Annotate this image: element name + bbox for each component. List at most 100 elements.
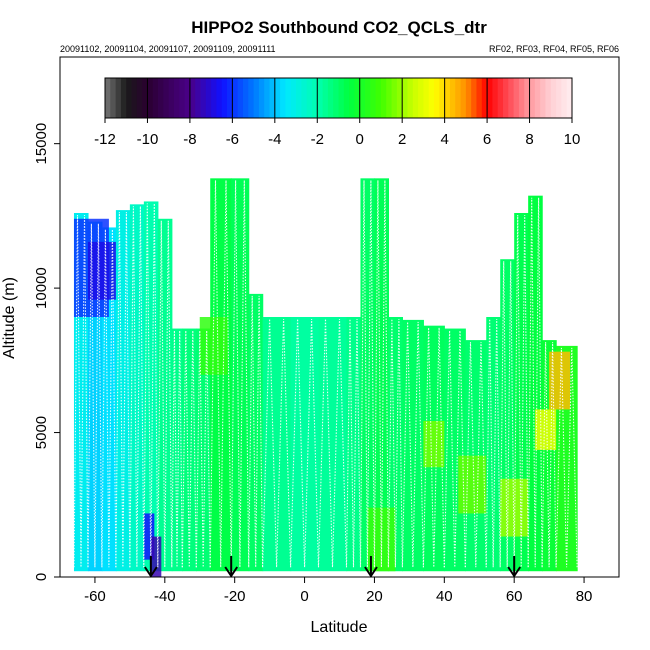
colorbar-segment: [317, 78, 323, 118]
colorbar-segment: [365, 78, 371, 118]
colorbar-segment: [333, 78, 339, 118]
colorbar-segment: [444, 78, 451, 118]
y-tick-label: 15000: [33, 123, 50, 165]
colorbar-segment: [105, 78, 111, 118]
flight-track: [345, 318, 362, 568]
colorbar-segment: [327, 78, 334, 118]
colorbar-segment: [147, 78, 154, 118]
profile-column: [486, 317, 501, 572]
colorbar-segment: [322, 78, 329, 118]
colorbar-segment: [126, 78, 132, 118]
anomaly-cell: [549, 351, 571, 410]
colorbar-tick-label: -8: [183, 131, 196, 148]
colorbar-segment: [131, 78, 138, 118]
flight-track: [101, 229, 117, 568]
profile-column: [171, 328, 183, 572]
profile-column: [346, 317, 362, 572]
colorbar-segment: [200, 78, 207, 118]
colorbar-segment: [375, 78, 382, 118]
flight-marker-head: [507, 566, 522, 578]
flight-track: [513, 214, 529, 568]
anomaly-cell: [423, 421, 445, 468]
colorbar-segment: [428, 78, 435, 118]
profile-column: [129, 204, 145, 572]
colorbar-segment: [476, 78, 483, 118]
colorbar-segment: [418, 78, 424, 118]
colorbar-segment: [290, 78, 297, 118]
colorbar-segment: [423, 78, 430, 118]
colorbar-segment: [110, 78, 117, 118]
colorbar-segment: [264, 78, 270, 118]
colorbar: -12 -10 -8 -6 -4 -2 0 2 4 6 8 10: [94, 77, 580, 148]
x-tick-label: -40: [154, 588, 176, 605]
plot-frame: [59, 56, 620, 578]
profile-column: [262, 317, 292, 572]
flight-track: [499, 261, 515, 568]
profile-column: [290, 317, 320, 572]
colorbar-segment: [311, 78, 318, 118]
colorbar-segment: [529, 78, 536, 118]
colorbar-segment: [524, 78, 530, 118]
colorbar-segment: [402, 78, 408, 118]
colorbar-segment: [396, 78, 403, 118]
flight-track: [262, 318, 292, 568]
colorbar-segment: [338, 78, 345, 118]
colorbar-segment: [349, 78, 355, 118]
colorbar-segment: [359, 78, 366, 118]
colorbar-segment: [242, 78, 249, 118]
colorbar-segment: [503, 78, 509, 118]
anomaly-cell: [87, 241, 116, 300]
x-tick-label: 0: [300, 588, 308, 605]
colorbar-segment: [380, 78, 387, 118]
colorbar-segment: [540, 78, 546, 118]
colorbar-segment: [179, 78, 186, 118]
colorbar-segment: [434, 78, 440, 118]
colorbar-tick-label: -10: [137, 131, 159, 148]
y-tick-label: 10000: [33, 267, 50, 309]
colorbar-segment: [258, 78, 265, 118]
colorbar-segment: [370, 78, 377, 118]
colorbar-segment: [492, 78, 499, 118]
colorbar-segment: [296, 78, 302, 118]
flight-marker-head: [144, 566, 158, 578]
profile-column: [248, 293, 264, 572]
colorbar-segment: [354, 78, 361, 118]
colorbar-segment: [152, 78, 159, 118]
chart-subtitle-dates: 20091102, 20091104, 20091107, 20091109, …: [60, 44, 276, 54]
colorbar-segment: [534, 78, 541, 118]
x-tick-label: 80: [576, 588, 593, 605]
colorbar-segment: [449, 78, 456, 118]
colorbar-segment: [508, 78, 515, 118]
anomaly-cell: [535, 409, 557, 450]
colorbar-segment: [216, 78, 223, 118]
colorbar-segment: [195, 78, 201, 118]
colorbar-segment: [285, 78, 292, 118]
x-axis-title: Latitude: [311, 619, 368, 636]
colorbar-tick-label: 6: [483, 131, 491, 148]
flight-track: [485, 318, 501, 568]
flight-track: [422, 327, 445, 568]
flight-track: [555, 347, 578, 568]
colorbar-tick-label: 4: [440, 131, 448, 148]
colorbar-segment: [497, 78, 504, 118]
x-tick-label: 40: [436, 588, 453, 605]
colorbar-segment: [518, 78, 525, 118]
colorbar-tick-label: -4: [268, 131, 281, 148]
flight-marker-head: [364, 566, 378, 578]
colorbar-segment: [274, 78, 281, 118]
colorbar-segment: [142, 78, 148, 118]
colorbar-segment: [391, 78, 398, 118]
colorbar-segment: [253, 78, 260, 118]
flight-track: [387, 318, 403, 568]
colorbar-segment: [136, 78, 143, 118]
flight-track: [73, 214, 89, 568]
flight-tracks: [73, 180, 578, 568]
x-tick-label: 20: [366, 588, 383, 605]
flight-track: [527, 197, 543, 568]
colorbar-tick-label: 0: [356, 131, 364, 148]
colorbar-segment: [221, 78, 228, 118]
colorbar-segment: [163, 78, 170, 118]
anomaly-cell: [458, 455, 487, 514]
colorbar-segment: [455, 78, 461, 118]
